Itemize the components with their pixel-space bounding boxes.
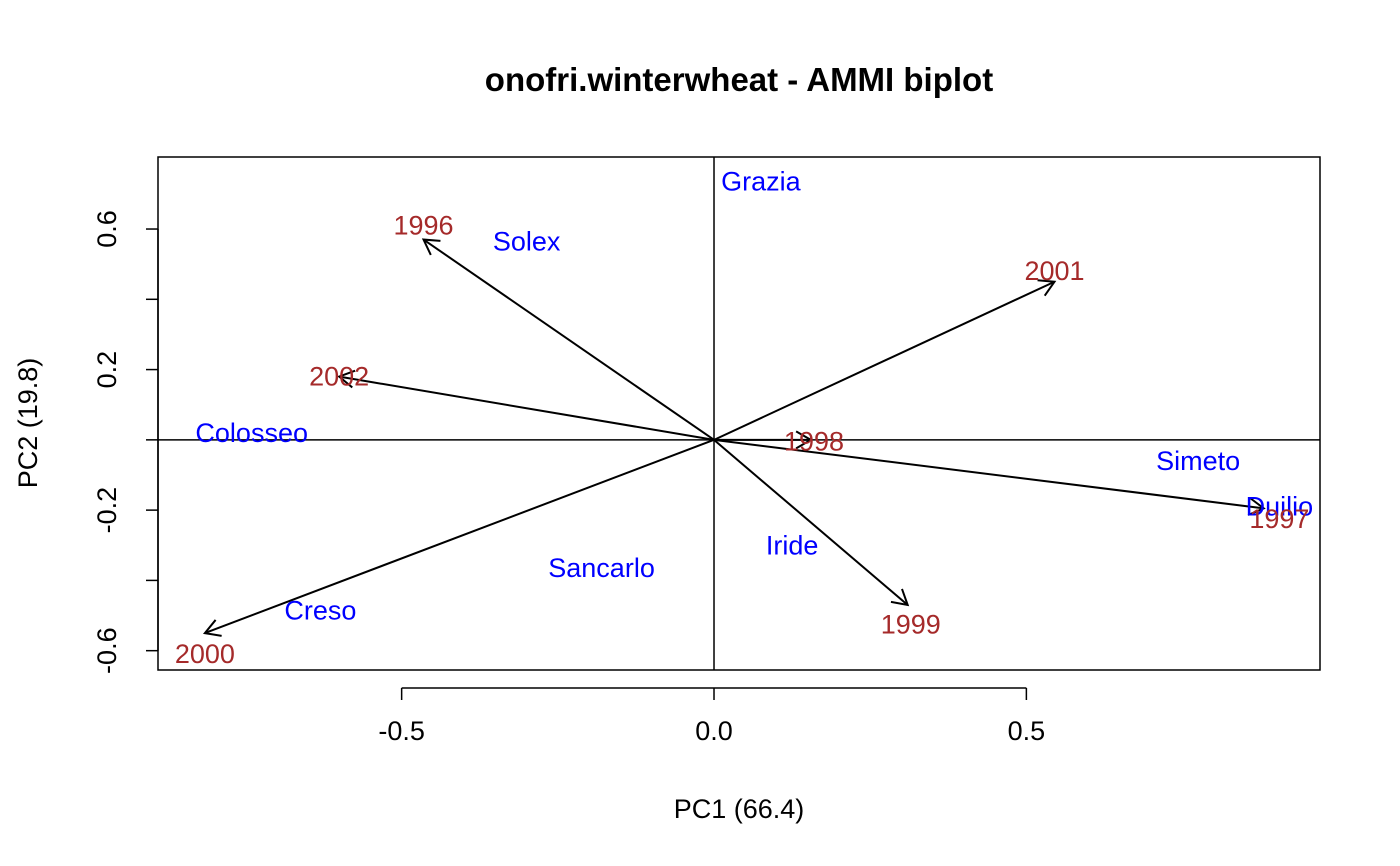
environment-label: 1996 <box>393 211 453 241</box>
plot-frame <box>157 156 1321 671</box>
y-tick-label: 0.6 <box>92 210 122 248</box>
arrow-shaft <box>713 280 1055 441</box>
x-axis-label: PC1 (66.4) <box>674 794 805 824</box>
genotype-label: Duilio <box>1246 492 1314 522</box>
arrow-shaft <box>713 439 909 606</box>
environment-label: 1999 <box>881 609 941 639</box>
reference-lines <box>158 157 1320 670</box>
arrow-head <box>337 369 356 389</box>
x-tick-label: 0.0 <box>695 716 733 746</box>
arrow-head <box>1037 279 1057 297</box>
environment-arrow <box>713 438 1266 516</box>
environment-label: 2000 <box>175 639 235 669</box>
environment-label: 1997 <box>1249 504 1309 534</box>
arrow-head <box>202 619 222 637</box>
x-tick-label: -0.5 <box>378 716 425 746</box>
y-tick-label: 0.2 <box>92 351 122 389</box>
arrow-shaft <box>204 438 715 635</box>
environment-arrow <box>337 369 715 441</box>
environment-arrow <box>713 279 1057 441</box>
environment-arrow <box>713 439 910 607</box>
arrow-head <box>1247 497 1266 516</box>
arrow-head <box>890 588 910 607</box>
environment-arrow <box>202 438 715 637</box>
arrow-shaft <box>339 375 715 441</box>
environment-label: 1998 <box>784 427 844 457</box>
x-tick-label: 0.5 <box>1008 716 1046 746</box>
genotype-label: Colosseo <box>195 418 308 448</box>
genotype-label: Simeto <box>1156 446 1240 476</box>
y-tick-label: -0.6 <box>92 627 122 674</box>
genotype-label: Iride <box>766 530 819 560</box>
arrow-head <box>795 430 813 450</box>
environment-arrow <box>714 430 813 450</box>
axes: -0.5 0.0 0.5 -0.6 -0.2 0.2 0.6 <box>92 210 1045 746</box>
genotype-label: Sancarlo <box>548 553 655 583</box>
arrow-head <box>421 238 441 256</box>
y-axis-label: PC2 (19.8) <box>13 358 43 489</box>
genotype-label: Grazia <box>721 167 802 197</box>
environment-arrow <box>421 238 715 441</box>
environment-label: 2002 <box>309 362 369 392</box>
arrow-shaft <box>713 438 1264 510</box>
genotype-label: Creso <box>284 595 356 625</box>
environment-label: 2001 <box>1024 256 1084 286</box>
environment-arrows <box>202 238 1266 637</box>
arrow-shaft <box>422 238 715 441</box>
chart-title: onofri.winterwheat - AMMI biplot <box>485 61 993 98</box>
genotype-label: Solex <box>493 226 561 256</box>
y-tick-label: -0.2 <box>92 487 122 534</box>
